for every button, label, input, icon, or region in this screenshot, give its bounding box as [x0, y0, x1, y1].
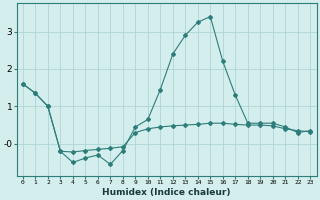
X-axis label: Humidex (Indice chaleur): Humidex (Indice chaleur) — [102, 188, 231, 197]
